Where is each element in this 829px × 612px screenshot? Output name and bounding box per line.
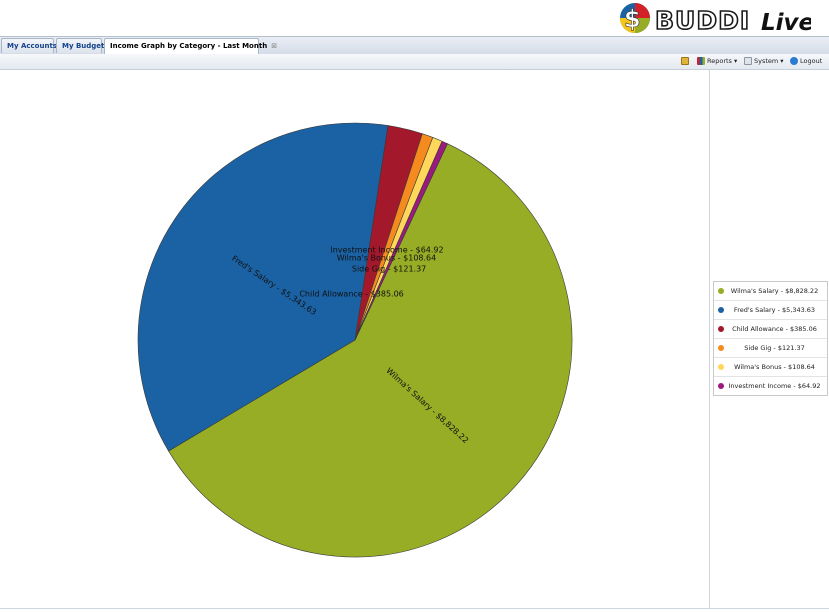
system-menu[interactable]: System ▾ [744,56,784,67]
reports-menu[interactable]: Reports ▾ [697,56,737,67]
legend-item[interactable]: Wilma's Bonus - $108.64 [714,358,827,377]
reports-label: Reports ▾ [707,57,738,65]
legend-item[interactable]: Wilma's Salary - $8,828.22 [714,282,827,301]
legend-swatch [718,307,724,313]
logout-label: Logout [800,57,823,65]
legend-item[interactable]: Investment Income - $64.92 [714,377,827,395]
tab-my-accounts[interactable]: My Accounts [1,38,57,53]
legend-swatch [718,364,724,370]
legend-item[interactable]: Child Allowance - $385.06 [714,320,827,339]
logout-button[interactable]: Logout [790,56,822,67]
logo-suffix: Live [761,10,811,35]
legend-swatch [718,288,724,294]
legend-item[interactable]: Fred's Salary - $5,343.63 [714,301,827,320]
logo-text: BUDDI [655,6,750,35]
pie-slice[interactable] [168,143,573,558]
buddi-live-logo: $ BUDDI Live [615,1,811,35]
legend-item[interactable]: Side Gig - $121.37 [714,339,827,358]
power-icon [790,57,798,65]
close-tab-icon[interactable]: ⊠ [271,42,278,50]
tab-label: My Budget [62,42,105,50]
chart-panel: Wilma's Salary - $8,828.22 Fred's Salary … [0,70,710,609]
tab-label: Income Graph by Category - Last Month [110,42,268,50]
legend-label: Side Gig - $121.37 [744,344,805,352]
legend-swatch [718,345,724,351]
reports-chart-icon [697,57,705,65]
chart-legend: Wilma's Salary - $8,828.22 Fred's Salary … [713,281,828,396]
legend-swatch [718,383,724,389]
logo-graphic: $ BUDDI Live [620,3,811,35]
pie-slice[interactable] [354,140,448,341]
system-icon [744,57,752,65]
slice-label: Child Allowance - $385.06 [299,290,403,299]
legend-label: Child Allowance - $385.06 [732,325,817,333]
header: $ BUDDI Live [0,0,829,36]
legend-swatch [718,326,724,332]
tab-my-budget[interactable]: My Budget [56,38,105,53]
legend-label: Fred's Salary - $5,343.63 [733,306,816,314]
lock-icon[interactable] [681,56,691,67]
legend-label: Wilma's Salary - $8,828.22 [730,287,819,295]
slice-label: Investment Income - $64.92 [330,246,443,255]
pie-slice[interactable] [137,122,389,452]
tab-label: My Accounts [7,42,57,50]
toolbar: Reports ▾ System ▾ Logout [0,54,829,70]
svg-text:$: $ [624,5,641,33]
slice-label: Side Gig - $121.37 [352,265,426,274]
tab-bar: My Accounts My Budget Income Graph by Ca… [0,36,829,55]
slice-label: Wilma's Bonus - $108.64 [337,254,437,263]
system-label: System ▾ [754,57,784,65]
legend-label: Wilma's Bonus - $108.64 [734,363,815,371]
legend-label: Investment Income - $64.92 [728,382,821,390]
tab-income-graph[interactable]: Income Graph by Category - Last Month ⊠ [104,38,277,54]
